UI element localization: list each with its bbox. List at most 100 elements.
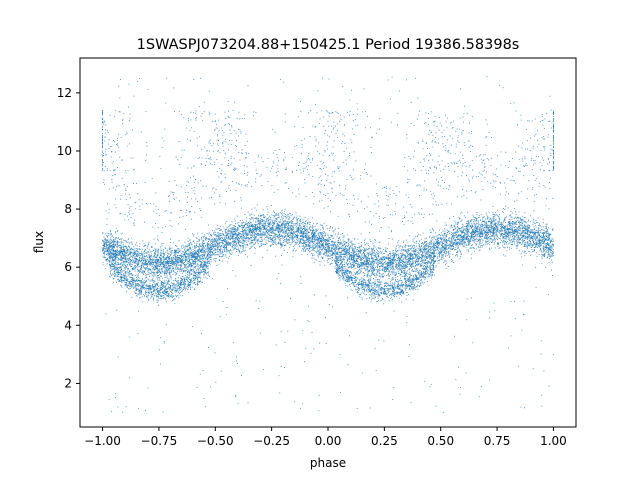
data-point (373, 251, 375, 253)
data-point (435, 250, 437, 251)
data-point (368, 258, 370, 259)
data-point (322, 254, 324, 255)
data-point (526, 246, 528, 248)
data-point (134, 256, 136, 258)
data-point (140, 263, 142, 265)
data-point (345, 253, 347, 255)
data-point (142, 240, 144, 242)
data-point (460, 227, 462, 229)
data-point (330, 263, 332, 265)
data-point (133, 253, 135, 255)
data-point (157, 251, 159, 253)
data-point (520, 234, 522, 236)
data-point (261, 229, 263, 231)
data-point (290, 233, 292, 235)
data-point (291, 227, 293, 229)
data-point (115, 237, 117, 239)
data-point (316, 223, 318, 224)
data-point (399, 257, 401, 259)
data-point (164, 264, 165, 266)
data-point (297, 237, 299, 239)
data-point (125, 246, 127, 248)
data-point (385, 266, 387, 268)
data-point (164, 266, 166, 268)
data-point (386, 265, 388, 267)
data-point (180, 264, 182, 266)
data-point (391, 261, 393, 263)
data-point (193, 235, 194, 237)
data-point (331, 240, 333, 242)
data-point (397, 258, 399, 260)
data-point (402, 264, 404, 266)
data-point (393, 259, 394, 261)
data-point (263, 227, 265, 229)
data-point (249, 214, 251, 216)
data-point (519, 241, 520, 243)
data-point (283, 213, 285, 214)
data-point (535, 246, 536, 248)
data-point (281, 225, 283, 226)
data-point (444, 230, 446, 232)
data-point (494, 247, 496, 249)
data-point (151, 268, 153, 270)
data-point (517, 227, 519, 229)
data-point (222, 233, 223, 235)
data-point (209, 244, 211, 246)
data-point (133, 250, 135, 252)
data-point (494, 234, 496, 236)
data-point (126, 241, 127, 243)
data-point (242, 237, 244, 239)
data-point (204, 251, 206, 253)
data-point (441, 256, 442, 258)
data-point (193, 263, 195, 265)
data-point (268, 217, 270, 219)
data-point (279, 228, 281, 230)
data-point (353, 250, 355, 251)
data-point (530, 247, 532, 248)
data-point (270, 220, 272, 222)
data-point (281, 245, 283, 247)
data-point (154, 261, 156, 263)
data-point (449, 253, 451, 255)
data-point (403, 258, 405, 260)
data-point (149, 259, 151, 261)
data-point (475, 229, 477, 231)
data-point (188, 250, 190, 252)
data-point (156, 256, 158, 258)
data-point (477, 217, 479, 218)
data-point (384, 282, 386, 284)
data-point (377, 261, 379, 263)
data-point (103, 243, 105, 245)
data-point (217, 243, 218, 245)
data-point (291, 222, 292, 224)
data-point (169, 238, 171, 240)
data-point (361, 258, 363, 260)
data-point (420, 247, 422, 249)
data-point (234, 238, 236, 240)
data-point (112, 249, 114, 250)
data-point (192, 254, 194, 256)
data-point (182, 272, 184, 274)
data-point (334, 250, 336, 252)
data-point (425, 237, 427, 239)
data-point (205, 266, 206, 268)
data-point (401, 257, 403, 259)
data-point (436, 234, 438, 236)
data-point (292, 233, 294, 235)
data-point (499, 238, 501, 240)
data-point (170, 260, 172, 262)
data-point (402, 247, 404, 249)
data-point (305, 245, 307, 246)
data-point (209, 262, 211, 264)
data-point (397, 241, 399, 243)
data-point (190, 258, 192, 260)
data-point (227, 230, 229, 232)
data-point (225, 248, 227, 249)
data-point (422, 249, 424, 250)
data-point (123, 247, 124, 249)
data-point (255, 221, 257, 223)
data-point (271, 240, 273, 242)
data-point (395, 259, 396, 261)
data-point (212, 240, 214, 242)
data-point (171, 271, 173, 273)
